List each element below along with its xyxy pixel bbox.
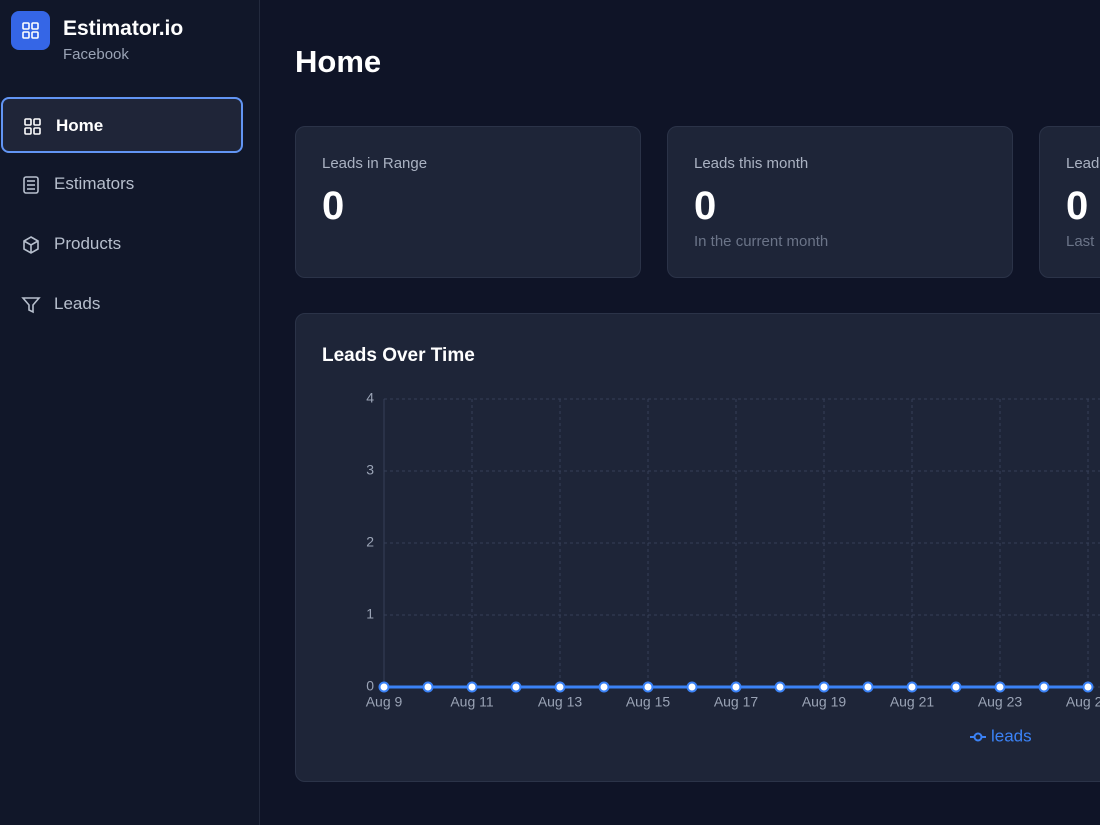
nav-item[interactable]: Estimators bbox=[1, 157, 243, 213]
x-tick-label: Aug 15 bbox=[626, 694, 671, 710]
x-tick-label: Aug 23 bbox=[978, 694, 1023, 710]
logo-icon bbox=[22, 22, 39, 39]
data-point bbox=[774, 681, 786, 693]
account-name: Facebook bbox=[63, 46, 129, 63]
data-point bbox=[1082, 681, 1094, 693]
sidebar: Estimator.io Facebook Home Estimators Pr… bbox=[0, 0, 260, 825]
legend-icon bbox=[973, 732, 983, 742]
stat-note: In the current month bbox=[694, 233, 829, 250]
data-point bbox=[994, 681, 1006, 693]
stat-note: Last bbox=[1066, 233, 1095, 250]
data-point bbox=[818, 681, 830, 693]
data-point bbox=[598, 681, 610, 693]
x-tick-label: Aug 11 bbox=[450, 694, 494, 710]
stat-card: Leads this month 0 In the current month bbox=[667, 126, 1013, 278]
stat-label: Leads this month bbox=[694, 155, 809, 172]
data-point bbox=[862, 681, 874, 693]
nav-item[interactable]: Products bbox=[1, 217, 243, 273]
data-point bbox=[1038, 681, 1050, 693]
stat-card: Leads in Range 0 bbox=[295, 126, 641, 278]
nav-icon bbox=[23, 176, 39, 194]
data-point bbox=[422, 681, 434, 693]
stat-value: 0 bbox=[694, 184, 717, 228]
stat-card: Lead 0 Last bbox=[1039, 126, 1100, 278]
chart-card: Leads Over Time 0 1 2 3 4 Aug 9 Aug 11 Aug 13 Au… bbox=[295, 313, 1100, 782]
x-tick-label: Aug 19 bbox=[802, 694, 847, 710]
data-point bbox=[466, 681, 478, 693]
main: Home Leads in Range 0 Leads this month 0… bbox=[260, 0, 1100, 825]
nav-label: Products bbox=[54, 234, 122, 253]
y-tick-label: 3 bbox=[366, 462, 374, 478]
nav-label: Leads bbox=[54, 294, 101, 313]
x-tick-label: Aug 9 bbox=[366, 694, 403, 710]
x-tick-label: Aug 25 bbox=[1066, 694, 1100, 710]
nav-label: Home bbox=[56, 116, 104, 135]
x-tick-label: Aug 21 bbox=[890, 694, 935, 710]
y-tick-label: 0 bbox=[366, 678, 374, 694]
chart-title: Leads Over Time bbox=[322, 345, 475, 366]
stat-value: 0 bbox=[322, 184, 345, 228]
y-tick-label: 2 bbox=[366, 534, 374, 550]
y-tick-label: 1 bbox=[366, 606, 374, 622]
app-name: Estimator.io bbox=[63, 17, 184, 40]
chart: Leads Over Time 0 1 2 3 4 Aug 9 Aug 11 Aug 13 Au… bbox=[322, 345, 1100, 745]
nav-icon bbox=[21, 297, 41, 314]
data-point bbox=[730, 681, 742, 693]
y-tick-label: 4 bbox=[366, 390, 374, 406]
page-title: Home bbox=[295, 44, 382, 79]
stat-label: Leads in Range bbox=[322, 155, 428, 172]
x-tick-label: Aug 13 bbox=[538, 694, 583, 710]
data-point bbox=[510, 681, 522, 693]
data-point bbox=[950, 681, 962, 693]
nav-icon bbox=[24, 118, 41, 135]
stat-value: 0 bbox=[1066, 184, 1089, 228]
nav-item[interactable]: Leads bbox=[1, 277, 243, 333]
x-tick-label: Aug 17 bbox=[714, 694, 759, 710]
data-point bbox=[686, 681, 698, 693]
legend-label: leads bbox=[991, 726, 1032, 745]
data-point bbox=[906, 681, 918, 693]
data-point bbox=[642, 681, 654, 693]
data-point bbox=[378, 681, 390, 693]
nav-item[interactable]: Home bbox=[1, 97, 243, 153]
nav-label: Estimators bbox=[54, 174, 135, 193]
logo[interactable] bbox=[11, 11, 50, 50]
nav-icon bbox=[23, 236, 39, 254]
stat-label: Lead bbox=[1066, 155, 1100, 172]
data-point bbox=[554, 681, 566, 693]
